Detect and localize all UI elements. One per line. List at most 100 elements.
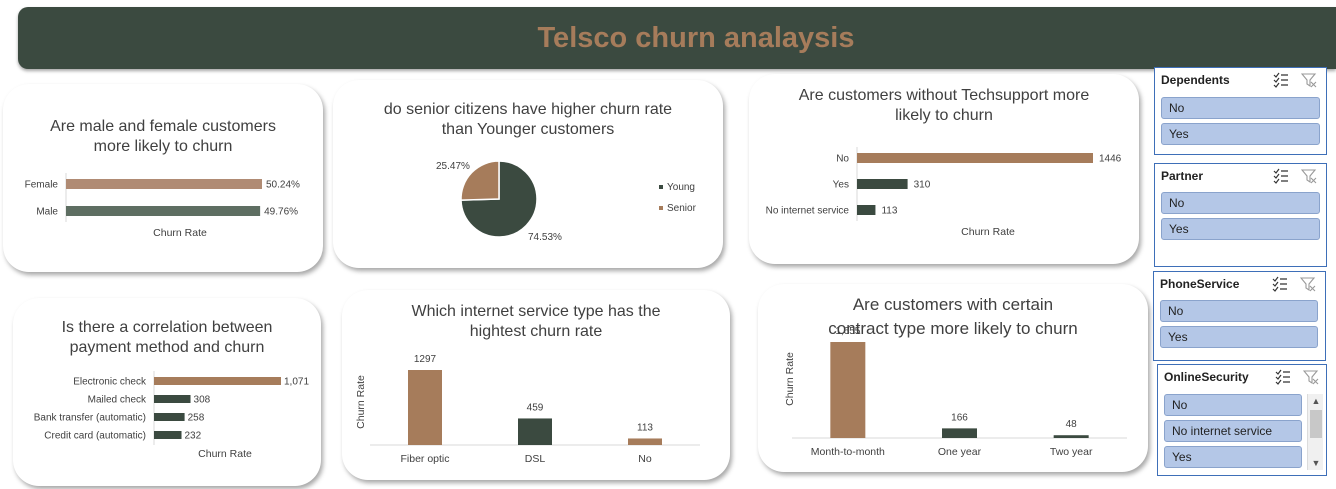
category-label: Bank transfer (automatic): [34, 413, 146, 424]
category-label: Month-to-month: [811, 446, 885, 458]
slicer-title: Partner: [1161, 169, 1204, 183]
bar: [628, 438, 662, 445]
bar: [857, 205, 876, 215]
data-label: 49.76%: [264, 207, 298, 218]
slicer-header: Partner: [1155, 164, 1326, 188]
data-label: 25.47%: [436, 161, 470, 172]
slicer-phoneservice[interactable]: PhoneService No Yes: [1153, 271, 1326, 361]
payment-bar-chart: Electronic check 1,071 Mailed check 308 Bank…: [34, 371, 309, 460]
bar: [154, 431, 182, 439]
slicer-item-yes[interactable]: Yes: [1161, 123, 1320, 145]
data-label: 1,655: [835, 326, 860, 337]
data-label: 113: [637, 422, 653, 433]
scroll-up-icon[interactable]: ▲: [1311, 396, 1321, 406]
category-label: One year: [938, 446, 982, 458]
data-label: 1446: [1099, 154, 1122, 165]
category-label: No: [638, 453, 652, 465]
gender-churn-card[interactable]: Are male and female customers more likel…: [3, 84, 323, 272]
bar: [942, 428, 977, 438]
slicer-item-yes[interactable]: Yes: [1160, 326, 1318, 348]
techsupport-chart-title: Are customers without Techsupport more l…: [798, 87, 1090, 124]
bar: [154, 413, 185, 421]
scroll-thumb[interactable]: [1310, 410, 1322, 438]
multi-select-icon[interactable]: [1275, 369, 1291, 385]
contract-bar-chart: 1,655 Month-to-month 166 One year 48 Two year…: [784, 326, 1127, 458]
dashboard-title: Telsco churn analaysis: [537, 22, 855, 54]
slicer-scrollbar[interactable]: ▲ ▼: [1307, 394, 1323, 470]
contract-churn-card[interactable]: Are customers with certain contract type…: [758, 284, 1148, 472]
slicer-item-yes[interactable]: Yes: [1164, 446, 1302, 468]
scroll-down-icon[interactable]: ▼: [1311, 458, 1321, 468]
data-label: 48: [1066, 419, 1078, 430]
x-axis-title: Churn Rate: [961, 226, 1015, 238]
legend-label: Senior: [667, 203, 697, 214]
category-label: DSL: [525, 453, 546, 465]
category-label: Two year: [1050, 446, 1093, 458]
category-label: Yes: [833, 180, 849, 191]
legend-marker: [659, 185, 663, 189]
x-axis-title: Churn Rate: [153, 227, 207, 239]
bar: [66, 179, 262, 189]
bar: [518, 418, 552, 445]
data-label: 166: [951, 412, 968, 423]
category-label: Credit card (automatic): [44, 431, 146, 442]
internet-churn-card[interactable]: Which internet service type has the high…: [342, 290, 730, 480]
senior-pie-chart: 74.53% 25.47% Young Senior: [436, 160, 697, 243]
y-axis-title: Churn Rate: [784, 352, 796, 406]
techsupport-bar-chart: No 1446 Yes 310 No internet service 113 Churn …: [766, 147, 1122, 238]
y-axis-title: Churn Rate: [355, 375, 367, 429]
slicer-title: PhoneService: [1160, 277, 1240, 291]
data-label: 232: [185, 431, 202, 442]
data-label: 50.24%: [266, 180, 300, 191]
gender-bar-chart: Female 50.24% Male 49.76% Churn Rate: [25, 173, 300, 239]
category-label: No internet service: [766, 206, 850, 217]
bar: [857, 179, 908, 189]
multi-select-icon[interactable]: [1273, 72, 1289, 88]
multi-select-icon[interactable]: [1273, 168, 1289, 184]
slicer-header: PhoneService: [1154, 272, 1325, 296]
slicer-item-yes[interactable]: Yes: [1161, 218, 1320, 240]
data-label: 74.53%: [528, 232, 562, 243]
data-label: 1297: [414, 354, 437, 365]
techsupport-churn-card[interactable]: Are customers without Techsupport more l…: [749, 74, 1139, 264]
bar: [857, 153, 1093, 163]
legend-label: Young: [667, 182, 695, 193]
category-label: Electronic check: [73, 377, 147, 388]
multi-select-icon[interactable]: [1272, 276, 1288, 292]
data-label: 113: [881, 206, 897, 217]
slicer-header: OnlineSecurity: [1158, 365, 1326, 389]
data-label: 308: [194, 395, 211, 406]
slicer-item-no[interactable]: No: [1161, 97, 1320, 119]
pie-slice: [460, 160, 538, 238]
contract-chart-title: Are customers with certain contract type…: [828, 295, 1078, 338]
slicer-item-no-internet-service[interactable]: No internet service: [1164, 420, 1302, 442]
category-label: Female: [25, 180, 59, 191]
slicer-title: Dependents: [1161, 73, 1230, 87]
senior-chart-title: do senior citizens have higher churn rat…: [383, 101, 673, 138]
slicer-partner[interactable]: Partner No Yes: [1154, 163, 1327, 267]
internet-bar-chart: 1297 Fiber optic 459 DSL 113 No Churn Rate: [355, 354, 700, 465]
category-label: Mailed check: [88, 395, 147, 406]
slicer-dependents[interactable]: Dependents No Yes: [1154, 67, 1327, 155]
slicer-item-no[interactable]: No: [1160, 300, 1318, 322]
clear-filter-icon[interactable]: [1301, 72, 1317, 88]
gender-chart-title: Are male and female customers more likel…: [50, 118, 276, 155]
clear-filter-icon[interactable]: [1303, 369, 1319, 385]
slicer-item-no[interactable]: No: [1161, 192, 1320, 214]
data-label: 459: [527, 402, 544, 413]
slicer-item-no[interactable]: No: [1164, 394, 1302, 416]
legend-marker: [659, 206, 663, 210]
bar: [830, 342, 866, 438]
data-label: 258: [188, 413, 205, 424]
dashboard-title-bar: Telsco churn analaysis: [18, 7, 1336, 69]
x-axis-title: Churn Rate: [198, 448, 252, 460]
internet-chart-title: Which internet service type has the high…: [411, 303, 661, 340]
clear-filter-icon[interactable]: [1300, 276, 1316, 292]
category-label: No: [836, 154, 849, 165]
slicer-onlinesecurity[interactable]: OnlineSecurity No No internet service Ye…: [1157, 364, 1327, 476]
senior-churn-card[interactable]: do senior citizens have higher churn rat…: [333, 80, 723, 268]
payment-churn-card[interactable]: Is there a correlation between payment m…: [13, 298, 321, 486]
bar: [154, 395, 191, 403]
slicer-header: Dependents: [1155, 68, 1326, 92]
clear-filter-icon[interactable]: [1301, 168, 1317, 184]
